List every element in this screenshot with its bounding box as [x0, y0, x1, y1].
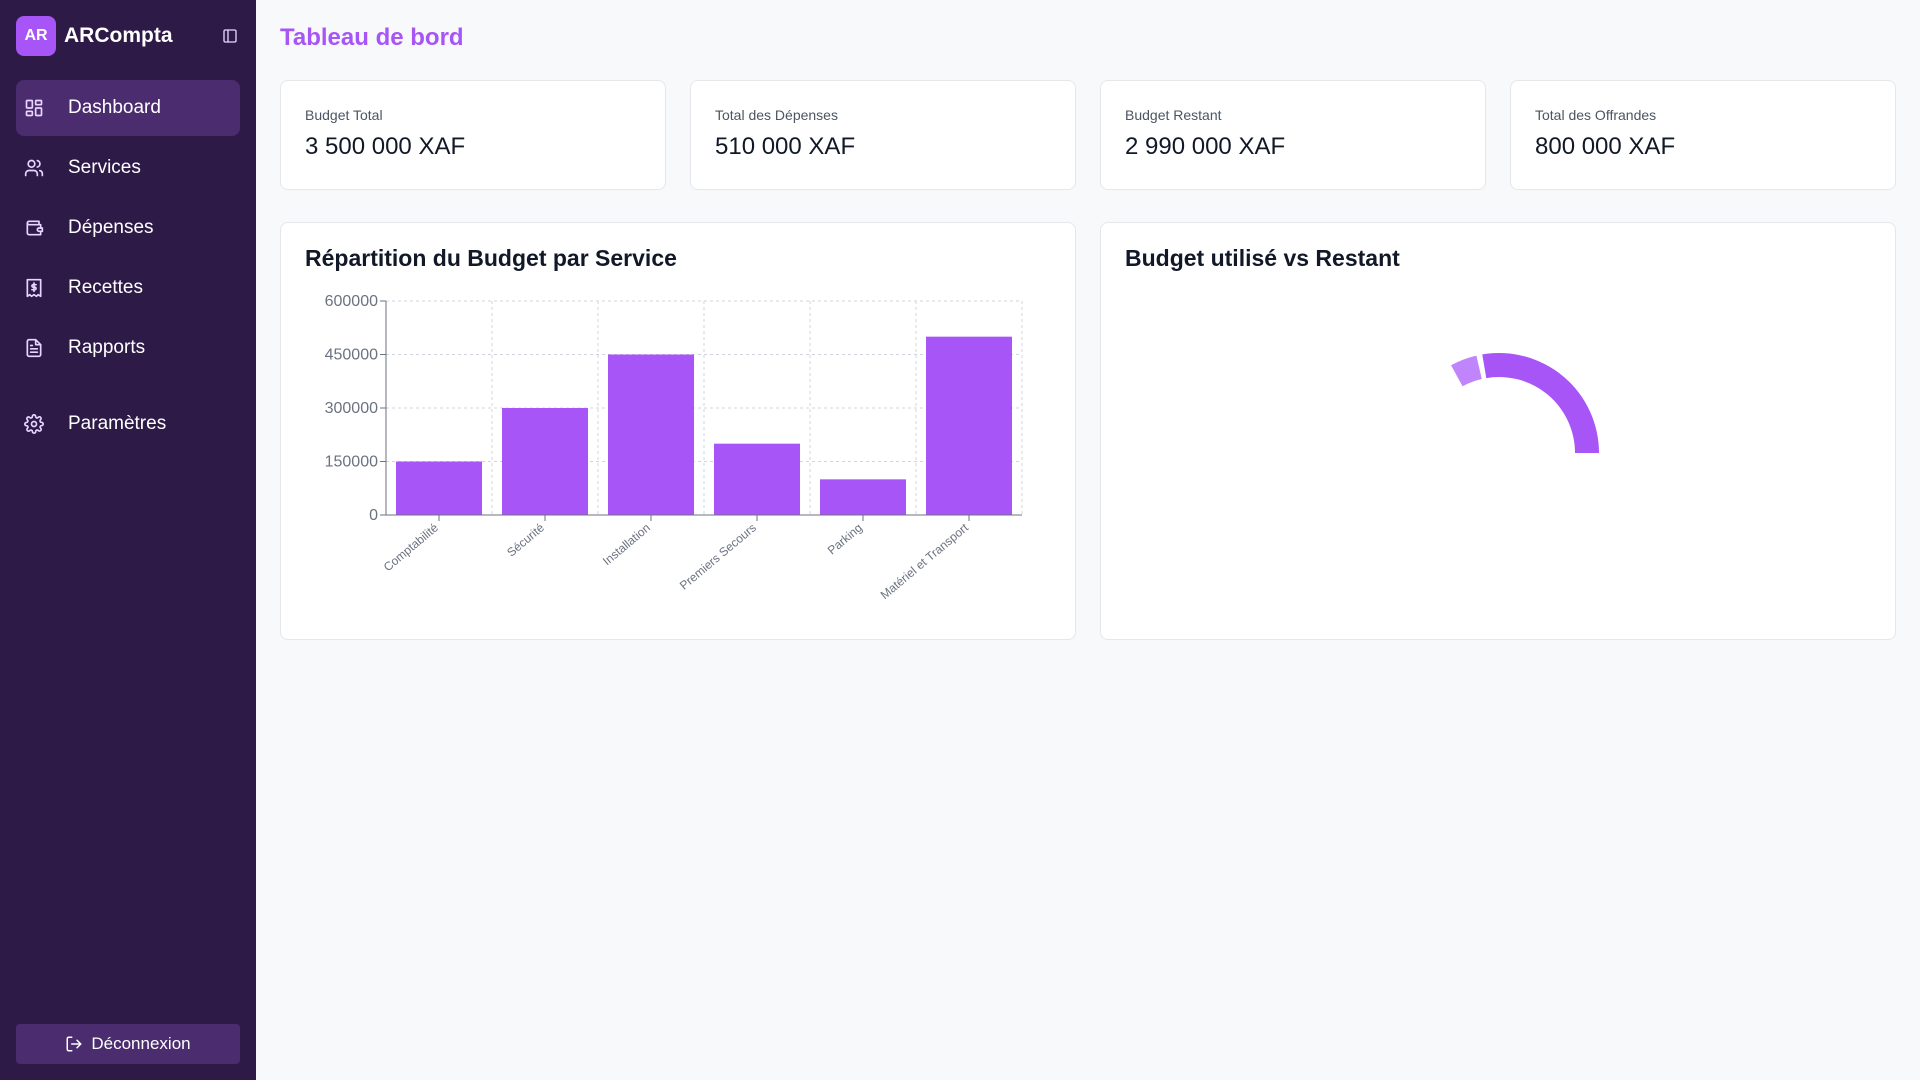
- sidebar-item-label: Recettes: [68, 277, 143, 298]
- stat-card-budget-total: Budget Total 3 500 000 XAF: [280, 80, 666, 190]
- users-icon: [24, 158, 44, 178]
- y-tick-label: 300000: [325, 400, 378, 417]
- x-tick-label: Matériel et Transport: [878, 520, 972, 602]
- budget-by-service-card: Répartition du Budget par Service 0 15000…: [280, 222, 1076, 640]
- bar-3[interactable]: [714, 443, 800, 515]
- gear-icon: [24, 414, 44, 434]
- y-tick-label: 600000: [325, 293, 378, 310]
- file-text-icon: [24, 338, 44, 358]
- sidebar-item-rapports[interactable]: Rapports: [16, 320, 240, 376]
- donut-slice-1[interactable]: [1482, 353, 1599, 453]
- sidebar-item-label: Services: [68, 157, 141, 178]
- stat-value: 510 000 XAF: [715, 133, 856, 160]
- bar-1[interactable]: [502, 408, 588, 515]
- logout-label: Déconnexion: [91, 1034, 191, 1053]
- stat-card-total-offrandes: Total des Offrandes 800 000 XAF: [1510, 80, 1896, 190]
- page-title: Tableau de bord: [280, 24, 464, 51]
- stat-card-total-depenses: Total des Dépenses 510 000 XAF: [690, 80, 1076, 190]
- y-tick-label: 150000: [325, 454, 378, 471]
- stat-label: Budget Restant: [1125, 107, 1222, 123]
- stat-card-budget-restant: Budget Restant 2 990 000 XAF: [1100, 80, 1486, 190]
- bar-chart: 0 150000 300000 450000 600000 Comptabilité Séc…: [325, 293, 1023, 602]
- stat-label: Budget Total: [305, 107, 383, 123]
- x-tick-label: Sécurité: [504, 520, 547, 559]
- main-content: Tableau de bord Budget Total 3 500 000 X…: [256, 0, 1920, 1080]
- bar-5[interactable]: [926, 336, 1012, 515]
- sidebar-item-label: Rapports: [68, 337, 146, 358]
- budget-used-vs-remaining-card: Budget utilisé vs Restant: [1100, 222, 1896, 640]
- sidebar-toggle-icon[interactable]: [220, 26, 240, 46]
- wallet-icon: [24, 218, 44, 238]
- bar-0[interactable]: [396, 461, 482, 516]
- brand: AR ARCompta: [16, 16, 240, 56]
- stat-value: 3 500 000 XAF: [305, 133, 466, 160]
- sidebar: AR ARCompta Dashboard Services: [0, 0, 256, 1080]
- stat-value: 800 000 XAF: [1535, 133, 1676, 160]
- dollar-receipt-icon: [24, 278, 44, 298]
- sidebar-item-depenses[interactable]: Dépenses: [16, 200, 240, 256]
- bar-4[interactable]: [820, 479, 906, 515]
- sidebar-item-recettes[interactable]: Recettes: [16, 260, 240, 316]
- bar-2[interactable]: [608, 354, 694, 516]
- y-tick-label: 450000: [325, 347, 378, 364]
- stat-label: Total des Offrandes: [1535, 107, 1657, 123]
- sidebar-item-label: Paramètres: [68, 413, 167, 434]
- app-avatar: AR: [16, 16, 56, 56]
- stat-value: 2 990 000 XAF: [1125, 133, 1286, 160]
- sidebar-item-dashboard[interactable]: Dashboard: [16, 80, 240, 136]
- logout-icon: [65, 1035, 83, 1053]
- chart-title: Répartition du Budget par Service: [305, 245, 677, 271]
- app-name: ARCompta: [64, 24, 173, 47]
- y-tick-label: 0: [369, 507, 378, 524]
- x-tick-label: Parking: [825, 521, 865, 558]
- sidebar-item-services[interactable]: Services: [16, 140, 240, 196]
- sidebar-item-label: Dépenses: [68, 217, 154, 238]
- stat-label: Total des Dépenses: [715, 107, 838, 123]
- sidebar-item-parametres[interactable]: Paramètres: [16, 396, 240, 452]
- logout-button[interactable]: Déconnexion: [16, 1024, 240, 1064]
- sidebar-item-label: Dashboard: [68, 97, 161, 118]
- dashboard-icon: [24, 98, 44, 118]
- x-tick-label: Installation: [600, 521, 653, 569]
- donut-chart: [1451, 353, 1599, 453]
- x-tick-label: Premiers Secours: [677, 521, 759, 593]
- donut-slice-0[interactable]: [1451, 355, 1482, 387]
- sidebar-nav: Dashboard Services Dépenses: [16, 80, 240, 456]
- chart-title: Budget utilisé vs Restant: [1125, 245, 1400, 271]
- x-tick-label: Comptabilité: [381, 520, 441, 574]
